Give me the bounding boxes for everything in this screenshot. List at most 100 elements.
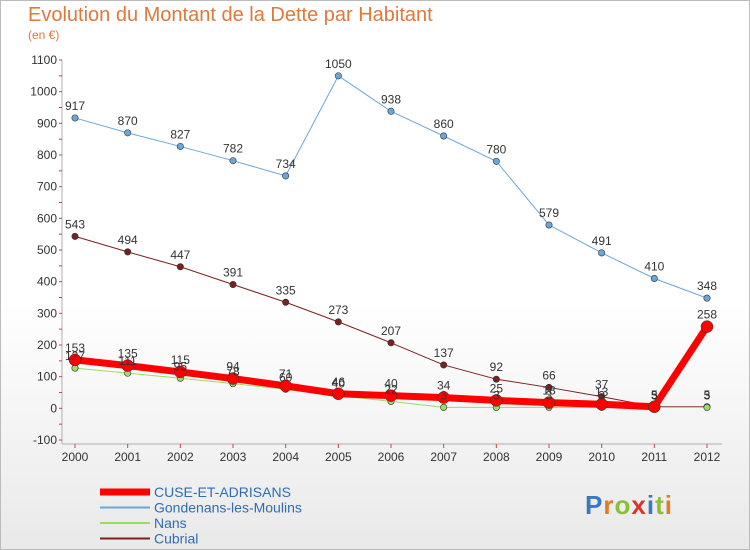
data-label-nans: 111: [119, 354, 138, 368]
legend-label-nans: Nans: [154, 515, 187, 531]
data-point-gondenans-les-moulins: [598, 249, 606, 257]
y-tick-label: 500: [37, 243, 57, 257]
data-point-cuse-et-adrisans: [279, 379, 292, 393]
data-point-cuse-et-adrisans: [542, 396, 556, 409]
data-point-cubrial: [282, 298, 290, 306]
y-tick-label: 900: [37, 116, 57, 130]
data-label-nans: 95: [174, 359, 188, 373]
data-point-gondenans-les-moulins: [387, 107, 395, 115]
x-tick-label: 2002: [167, 450, 194, 464]
data-label-gondenans-les-moulins: 860: [434, 117, 454, 131]
data-label-cuse-et-adrisans: 25: [490, 381, 504, 395]
data-label-cuse-et-adrisans: 258: [697, 308, 717, 322]
data-point-cubrial: [229, 281, 237, 289]
data-point-gondenans-les-moulins: [282, 172, 290, 180]
data-point-nans: [703, 403, 711, 411]
data-point-gondenans-les-moulins: [71, 114, 79, 122]
legend-label-cubrial: Cubrial: [154, 531, 198, 547]
y-tick-label: 800: [37, 148, 57, 162]
data-point-cubrial: [176, 263, 184, 271]
data-label-gondenans-les-moulins: 491: [592, 234, 612, 248]
data-label-cubrial: 391: [223, 266, 243, 280]
data-point-cubrial: [545, 383, 553, 391]
data-point-cuse-et-adrisans: [384, 389, 398, 402]
y-tick-label: 100: [37, 370, 57, 384]
data-point-gondenans-les-moulins: [440, 132, 448, 140]
data-label-cuse-et-adrisans: 13: [595, 385, 609, 399]
data-label-gondenans-les-moulins: 827: [170, 127, 190, 141]
x-tick-label: 2005: [325, 450, 352, 464]
data-point-gondenans-les-moulins: [124, 129, 132, 137]
data-label-gondenans-les-moulins: 410: [644, 260, 664, 274]
data-label-cuse-et-adrisans: 18: [542, 384, 556, 398]
data-point-cuse-et-adrisans: [648, 400, 661, 413]
data-label-cubrial: 447: [170, 248, 190, 262]
data-label-nans: 60: [279, 370, 293, 384]
data-label-gondenans-les-moulins: 870: [118, 114, 138, 128]
data-label-gondenans-les-moulins: 734: [276, 157, 296, 171]
x-tick-label: 2009: [536, 450, 563, 464]
data-label-cubrial: 66: [542, 368, 556, 382]
x-tick-label: 2010: [588, 450, 615, 464]
y-tick-label: -100: [33, 433, 57, 447]
data-point-cuse-et-adrisans: [437, 391, 450, 404]
y-tick-label: 700: [37, 180, 57, 194]
data-point-cuse-et-adrisans: [174, 365, 187, 379]
data-label-cubrial: 5: [651, 388, 658, 402]
data-label-nans: 3: [440, 388, 447, 402]
data-point-cubrial: [124, 248, 132, 256]
data-label-cuse-et-adrisans: 135: [118, 347, 138, 361]
chart-title: Evolution du Montant de la Dette par Hab…: [28, 4, 433, 26]
data-label-nans: 3: [598, 388, 605, 402]
data-label-cuse-et-adrisans: 115: [171, 353, 190, 367]
data-label-nans: 40: [332, 377, 346, 391]
data-label-cuse-et-adrisans: 40: [384, 377, 398, 391]
data-label-cubrial: 494: [118, 233, 138, 247]
data-label-nans: 22: [384, 382, 398, 396]
data-point-cubrial: [492, 375, 500, 383]
y-tick-label: 400: [37, 275, 57, 289]
x-tick-label: 2001: [114, 450, 141, 464]
x-tick-label: 2006: [378, 450, 405, 464]
data-label-cubrial: 37: [595, 378, 609, 392]
data-point-gondenans-les-moulins: [334, 72, 342, 80]
data-point-cuse-et-adrisans: [700, 320, 714, 333]
data-label-nans: 78: [226, 365, 240, 379]
data-point-cubrial: [440, 361, 448, 369]
data-point-cuse-et-adrisans: [68, 353, 82, 367]
series-points: [68, 72, 714, 413]
data-label-gondenans-les-moulins: 1050: [325, 57, 352, 71]
data-label-cubrial: 273: [328, 303, 348, 317]
data-point-gondenans-les-moulins: [492, 157, 500, 165]
x-tick-label: 2000: [62, 450, 89, 464]
data-label-cuse-et-adrisans: 46: [332, 375, 346, 389]
data-point-cubrial: [387, 339, 395, 347]
data-label-cuse-et-adrisans: 34: [437, 379, 451, 393]
x-tick-label: 2012: [694, 450, 721, 464]
data-label-cuse-et-adrisans: 71: [279, 367, 293, 381]
data-point-cuse-et-adrisans: [226, 372, 240, 385]
data-point-cuse-et-adrisans: [490, 394, 503, 407]
data-label-gondenans-les-moulins: 917: [65, 99, 85, 113]
data-label-nans: 3: [493, 388, 500, 402]
data-label-nans: 3: [704, 388, 711, 402]
y-tick-label: 600: [37, 211, 57, 225]
data-label-cuse-et-adrisans: 5: [651, 388, 658, 402]
data-label-nans: 127: [65, 349, 85, 363]
data-label-cuse-et-adrisans: 94: [226, 360, 240, 374]
y-tick-label: 0: [50, 401, 57, 415]
data-label-nans: 3: [546, 388, 553, 402]
axes: -100 0 100 200 300 400 500 600 700 800 900 1000 1100…: [30, 53, 722, 464]
data-label-cubrial: 137: [434, 346, 454, 360]
x-tick-label: 2011: [641, 450, 667, 464]
data-label-cubrial: 92: [490, 360, 504, 374]
data-point-cubrial: [334, 318, 342, 326]
data-label-nans: 3: [651, 388, 658, 402]
legend-label-cuse-et-adrisans: CUSE-ET-ADRISANS: [154, 484, 291, 500]
data-label-gondenans-les-moulins: 782: [223, 142, 243, 156]
data-label-cubrial: 543: [65, 217, 85, 231]
x-tick-label: 2003: [220, 450, 247, 464]
